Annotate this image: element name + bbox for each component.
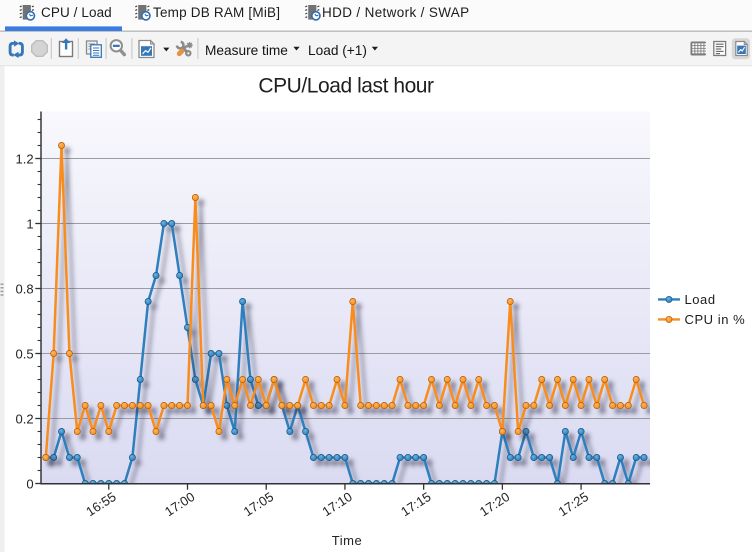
svg-text:Load: Load (685, 292, 716, 307)
svg-text:0.5: 0.5 (16, 347, 34, 362)
svg-text:1: 1 (26, 217, 33, 232)
svg-text:1.2: 1.2 (16, 152, 34, 167)
svg-text:Time: Time (332, 533, 362, 548)
svg-text:CPU/Load last hour: CPU/Load last hour (258, 75, 434, 98)
svg-text:HDD / Network / SWAP: HDD / Network / SWAP (322, 5, 470, 20)
svg-text:0.2: 0.2 (16, 412, 34, 427)
svg-text:Load (+1): Load (+1) (308, 43, 367, 58)
svg-text:0.8: 0.8 (16, 282, 34, 297)
svg-text:Measure time: Measure time (205, 43, 288, 58)
svg-text:Temp DB RAM [MiB]: Temp DB RAM [MiB] (153, 5, 280, 20)
svg-text:CPU / Load: CPU / Load (41, 5, 112, 20)
svg-text:CPU in %: CPU in % (685, 312, 746, 327)
svg-text:0: 0 (26, 477, 33, 492)
